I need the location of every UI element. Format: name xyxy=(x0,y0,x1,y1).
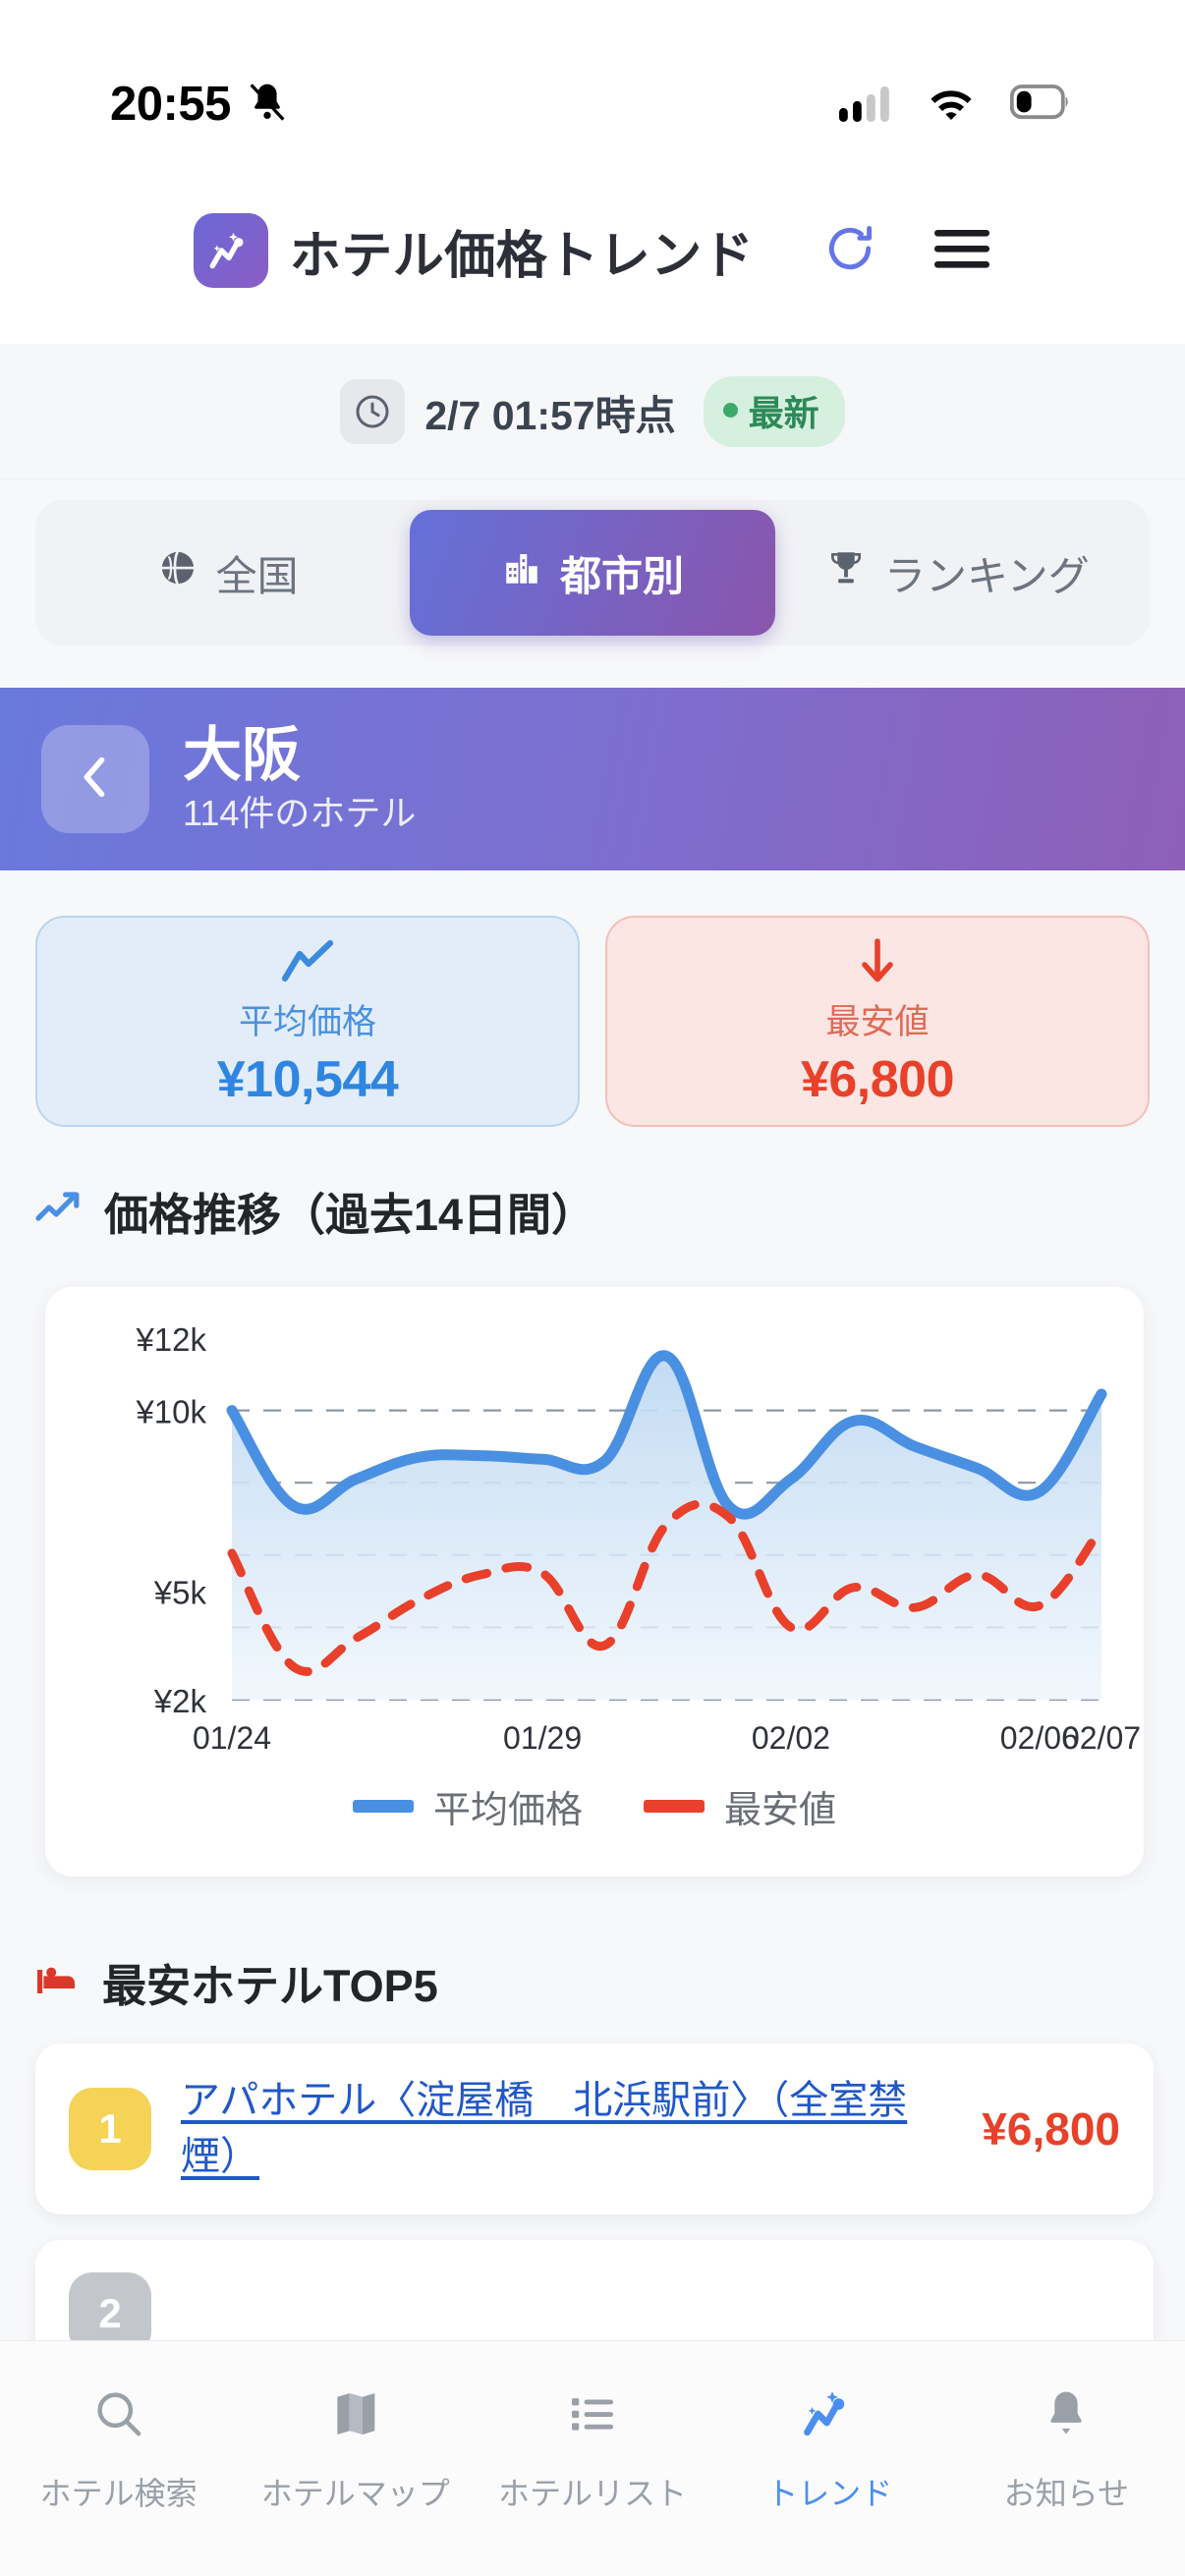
tab-by-city[interactable]: 都市別 xyxy=(410,510,775,636)
legend-item-average: 平均価格 xyxy=(352,1779,583,1833)
bell-slash-icon xyxy=(245,80,290,130)
chart-legend: 平均価格 最安値 xyxy=(45,1779,1144,1833)
globe-icon xyxy=(157,547,198,598)
nav-item-hotel-map[interactable]: ホテルマップ xyxy=(237,2380,474,2514)
nav-item-trend[interactable]: トレンド xyxy=(711,2380,948,2514)
trending-up-icon xyxy=(35,1189,83,1233)
refresh-icon[interactable] xyxy=(822,221,877,281)
table-row[interactable]: 1 アパホテル〈淀屋橋 北浜駅前〉（全室禁煙） ¥6,800 xyxy=(35,2044,1154,2214)
status-badge: 最新 xyxy=(703,375,845,447)
page-title: ホテル価格トレンド xyxy=(289,227,755,285)
hamburger-menu-icon[interactable] xyxy=(932,226,991,276)
wifi-icon xyxy=(926,83,977,127)
stat-cards: 平均価格 ¥10,544 最安値 ¥6,800 xyxy=(0,916,1185,1127)
svg-text:¥10k: ¥10k xyxy=(135,1394,206,1430)
svg-text:01/29: 01/29 xyxy=(503,1720,582,1756)
battery-icon xyxy=(1009,84,1071,125)
status-badge: 1 xyxy=(69,2087,151,2170)
header-brand: ホテル価格トレンド xyxy=(193,213,755,288)
arrow-down-icon xyxy=(854,933,901,988)
nav-label: ホテルマップ xyxy=(260,2476,450,2511)
stat-card-average-price: 平均価格 ¥10,544 xyxy=(35,916,580,1127)
back-button[interactable] xyxy=(41,725,149,833)
bottom-navigation: ホテル検索 ホテルマップ xyxy=(0,2340,1185,2576)
trophy-icon xyxy=(825,547,867,598)
chevron-left-icon xyxy=(70,752,121,808)
stat-label: 最安値 xyxy=(825,1003,930,1041)
nav-item-hotel-search[interactable]: ホテル検索 xyxy=(0,2380,237,2514)
building-icon xyxy=(501,547,542,598)
map-icon xyxy=(328,2380,383,2447)
tab-label: 全国 xyxy=(215,552,299,599)
trend-sparkle-icon xyxy=(193,213,268,288)
svg-text:02/07: 02/07 xyxy=(1062,1720,1141,1756)
svg-text:¥2k: ¥2k xyxy=(153,1683,207,1719)
nav-item-hotel-list[interactable]: ホテルリスト xyxy=(474,2380,710,2514)
legend-swatch-lowest xyxy=(644,1800,705,1813)
legend-label: 最安値 xyxy=(724,1790,837,1831)
tab-bar: 全国 都市別 xyxy=(35,500,1150,645)
hotel-name-link[interactable]: アパホテル〈淀屋橋 北浜駅前〉（全室禁煙） xyxy=(181,2079,908,2178)
trending-line-icon xyxy=(281,933,334,988)
section-title: 最安ホテルTOP5 xyxy=(102,1961,438,2011)
section-title: 価格推移（過去14日間） xyxy=(104,1190,596,1240)
trend-sparkle-icon xyxy=(800,2380,859,2447)
legend-item-lowest: 最安値 xyxy=(644,1779,836,1833)
tab-label: ランキング xyxy=(883,552,1090,599)
status-bar: 20:55 xyxy=(0,0,1185,157)
svg-text:¥12k: ¥12k xyxy=(135,1321,206,1358)
svg-text:02/06: 02/06 xyxy=(1000,1720,1079,1756)
city-name: 大阪 xyxy=(183,722,301,789)
status-dot-icon xyxy=(722,403,738,418)
tab-bar-wrapper: 全国 都市別 xyxy=(0,479,1185,666)
chart-section-header: 価格推移（過去14日間） xyxy=(35,1179,595,1243)
nav-label: トレンド xyxy=(766,2476,893,2511)
svg-text:02/02: 02/02 xyxy=(752,1720,830,1756)
top-hotels-section-header: 最安ホテルTOP5 xyxy=(35,1950,438,2014)
city-banner: 大阪 114件のホテル xyxy=(0,688,1185,870)
clock-icon xyxy=(340,378,406,444)
stat-card-lowest-price: 最安値 ¥6,800 xyxy=(605,916,1150,1127)
tab-label: 都市別 xyxy=(559,552,684,599)
price-trend-chart-card: ¥2k ¥5k ¥10k ¥12k 01/24 01/29 02/02 02/06 02/07 … xyxy=(45,1287,1144,1876)
status-time: 20:55 xyxy=(110,78,231,131)
header-actions xyxy=(822,221,991,281)
timestamp-text: 2/7 01:57時点 xyxy=(424,392,676,438)
city-hotel-count: 114件のホテル xyxy=(183,793,417,834)
stat-value: ¥6,800 xyxy=(800,1051,955,1108)
list-icon xyxy=(565,2380,620,2447)
svg-text:¥5k: ¥5k xyxy=(153,1575,207,1611)
hotel-price: ¥6,800 xyxy=(982,2102,1120,2155)
legend-label: 平均価格 xyxy=(432,1790,583,1831)
nav-label: お知らせ xyxy=(1003,2476,1130,2511)
search-icon xyxy=(91,2380,146,2447)
svg-text:01/24: 01/24 xyxy=(193,1720,271,1756)
tab-nationwide[interactable]: 全国 xyxy=(45,510,410,636)
nav-item-notifications[interactable]: お知らせ xyxy=(948,2380,1185,2514)
city-info: 大阪 114件のホテル xyxy=(183,721,416,837)
nav-label: ホテルリスト xyxy=(498,2476,688,2511)
status-bar-left: 20:55 xyxy=(110,77,290,132)
stat-label: 平均価格 xyxy=(238,1003,376,1041)
app-header: ホテル価格トレンド xyxy=(0,157,1185,344)
timestamp-bar: 2/7 01:57時点 最新 xyxy=(0,344,1185,479)
legend-swatch-average xyxy=(352,1800,414,1813)
tab-ranking[interactable]: ランキング xyxy=(775,510,1140,636)
stat-value: ¥10,544 xyxy=(216,1051,399,1108)
status-bar-right xyxy=(839,83,1122,127)
nav-label: ホテル検索 xyxy=(39,2476,198,2511)
status-badge-label: 最新 xyxy=(748,392,819,433)
chart-plot: ¥2k ¥5k ¥10k ¥12k 01/24 01/29 02/02 02/06 02/07 xyxy=(45,1287,1144,1778)
cellular-signal-icon xyxy=(839,83,892,127)
bell-icon xyxy=(1039,2380,1094,2447)
bed-icon xyxy=(35,1960,81,2004)
